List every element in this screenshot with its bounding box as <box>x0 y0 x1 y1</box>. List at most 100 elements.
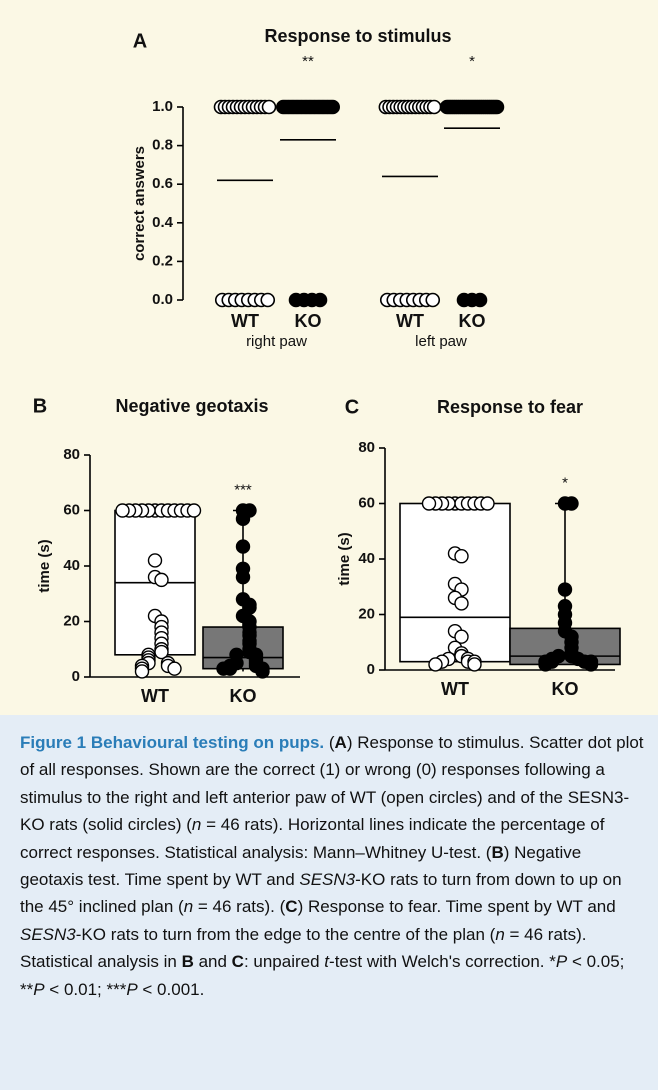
caption-text: and <box>193 952 232 972</box>
caption-text: SESN3 <box>20 924 76 944</box>
y-tick-label: 60 <box>63 501 80 518</box>
caption-heading: Figure 1 Behavioural testing on pups. <box>20 733 325 752</box>
data-point <box>235 511 251 527</box>
data-point <box>454 629 469 644</box>
data-point <box>426 99 442 115</box>
caption-text: = 46 rats). Statistical analysis in <box>20 924 587 972</box>
data-point <box>557 582 573 597</box>
data-point <box>467 657 482 672</box>
y-tick-label: 0.6 <box>152 175 173 192</box>
caption-text: = 46 rats). Horizontal lines indicate th… <box>20 815 605 862</box>
x-tick-label: KO <box>230 686 257 706</box>
caption-text: C <box>231 952 244 972</box>
x-tick-label: WT <box>141 686 169 706</box>
caption-text: n <box>495 924 505 944</box>
y-tick-label: 20 <box>358 605 375 622</box>
caption-text: C <box>285 897 298 917</box>
caption-text: n <box>191 815 202 835</box>
caption-text: < 0.001. <box>137 979 205 999</box>
caption-text: P <box>33 979 45 999</box>
y-tick-label: 0 <box>367 661 375 678</box>
caption-text: t <box>324 952 330 972</box>
y-tick-label: 0 <box>72 668 80 685</box>
x-tick-label: WT <box>396 311 424 331</box>
data-point <box>583 657 599 672</box>
y-tick-label: 80 <box>63 446 80 463</box>
group-label: left paw <box>415 333 467 350</box>
data-point <box>255 664 270 679</box>
caption-text: P <box>126 979 138 999</box>
chart-title: Response to fear <box>437 397 583 417</box>
data-point <box>216 661 231 676</box>
x-tick-label: WT <box>441 679 469 699</box>
data-point <box>154 572 169 588</box>
x-tick-label: WT <box>231 311 259 331</box>
data-point <box>325 99 341 115</box>
caption-text: -KO rats to turn from the edge to the ce… <box>75 924 496 944</box>
caption-text: : unpaired <box>243 952 325 972</box>
panel-letter: C <box>345 396 359 418</box>
group-label: right paw <box>246 333 307 350</box>
y-tick-label: 0.0 <box>152 291 173 308</box>
caption-text: ) Negative geotaxis test. Time spent by … <box>20 842 582 890</box>
caption-text: < 0.01; *** <box>44 979 127 999</box>
data-point <box>261 99 277 115</box>
caption-text: SESN3 <box>299 870 356 890</box>
caption-text: A <box>334 733 347 752</box>
data-point <box>428 657 443 672</box>
data-point <box>538 657 553 672</box>
caption: Figure 1 Behavioural testing on pups. (A… <box>0 715 658 1090</box>
y-tick-label: 1.0 <box>152 98 173 115</box>
y-tick-label: 40 <box>63 557 80 574</box>
data-point <box>312 292 328 308</box>
caption-text: < 0.05; ** <box>20 952 625 999</box>
caption-text: ( <box>324 733 335 752</box>
y-axis-label: correct answers <box>131 146 148 261</box>
y-tick-label: 0.8 <box>152 137 173 154</box>
data-point <box>235 569 251 585</box>
y-tick-label: 40 <box>358 550 375 567</box>
caption-text: B <box>491 842 504 862</box>
significance: *** <box>234 481 252 498</box>
caption-text: = 46 rats). ( <box>193 897 286 917</box>
y-axis-label: time (s) <box>36 539 53 592</box>
y-tick-label: 0.2 <box>152 252 173 269</box>
significance: * <box>562 474 568 491</box>
significance: * <box>469 53 475 70</box>
data-point <box>564 496 579 511</box>
panel-letter: B <box>33 395 47 417</box>
data-point <box>421 496 437 511</box>
x-tick-label: KO <box>295 311 322 331</box>
caption-text: B <box>181 952 194 972</box>
significance: ** <box>302 53 314 70</box>
x-tick-label: KO <box>552 679 579 699</box>
figure: A Response to stimulus correct answers 0.0 0… <box>0 0 658 715</box>
data-point <box>472 292 488 308</box>
data-point <box>235 539 251 554</box>
caption-text: n <box>183 897 194 917</box>
chart-title: Response to stimulus <box>264 26 451 46</box>
data-point <box>480 496 495 511</box>
caption-text: P <box>555 952 568 972</box>
data-point <box>260 292 276 308</box>
caption-text: -test with Welch's correction. * <box>329 952 556 972</box>
data-point <box>454 549 469 564</box>
caption-text: ) Response to fear. Time spent by WT and <box>297 897 616 917</box>
data-point <box>167 661 182 676</box>
y-tick-label: 20 <box>63 612 80 629</box>
data-point <box>134 664 150 679</box>
data-point <box>186 503 202 518</box>
data-point <box>489 99 505 115</box>
x-tick-label: KO <box>459 311 486 331</box>
data-point <box>425 292 441 308</box>
panel-letter: A <box>133 30 147 52</box>
data-point <box>115 503 130 518</box>
chart-title: Negative geotaxis <box>115 396 268 416</box>
data-point <box>454 596 469 611</box>
y-tick-label: 0.4 <box>152 214 174 231</box>
caption-text: ) Response to stimulus. Scatter dot plot… <box>20 733 644 835</box>
caption-text: -KO rats to turn from down to up on the … <box>20 870 622 917</box>
y-tick-label: 80 <box>358 439 375 456</box>
y-tick-label: 60 <box>358 494 375 511</box>
